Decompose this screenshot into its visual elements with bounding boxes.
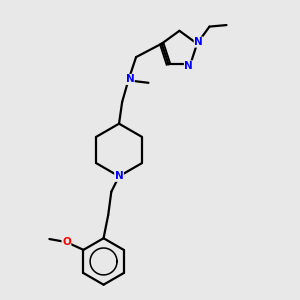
Text: N: N (184, 61, 193, 71)
Text: N: N (194, 37, 203, 47)
Text: N: N (125, 74, 134, 84)
Text: O: O (62, 237, 71, 247)
Text: N: N (115, 171, 123, 181)
